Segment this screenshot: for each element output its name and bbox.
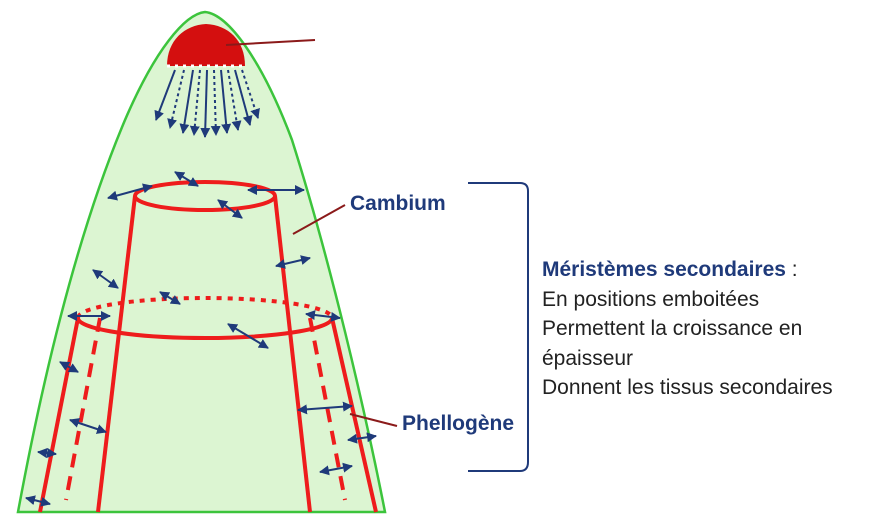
- cambium-label: Cambium: [350, 192, 446, 215]
- description-title-line: Méristèmes secondaires :: [542, 255, 833, 285]
- description-line-2: Permettent la croissance en: [542, 317, 803, 340]
- secondary-meristems-bracket: [468, 182, 529, 472]
- secondary-meristems-description: Méristèmes secondaires : En positions em…: [542, 255, 833, 403]
- apical-meristem: [167, 24, 245, 66]
- lateral-growth-arrows: [25, 171, 377, 507]
- description-line-4: Donnent les tissus secondaires: [542, 376, 833, 399]
- apical-meristem-pointer: [225, 39, 316, 46]
- phellogene-label: Phellogène: [402, 412, 515, 435]
- stem-apex-outline: [16, 10, 387, 514]
- phellogene-pointer: [349, 413, 398, 427]
- description-title-suffix: :: [785, 258, 798, 281]
- cambium-pointer: [292, 204, 346, 235]
- description-title: Méristèmes secondaires: [542, 258, 786, 281]
- description-line-3: épaisseur: [542, 346, 634, 370]
- description-line-1: En positions emboitées: [542, 287, 760, 311]
- apical-growth-arrows: [154, 69, 260, 138]
